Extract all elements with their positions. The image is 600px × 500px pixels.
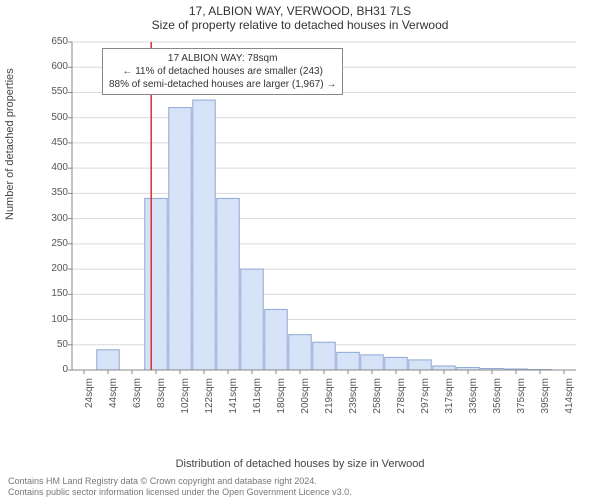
x-tick-label: 122sqm [204,378,215,418]
y-tick-label: 100 [44,314,68,325]
y-tick-label: 350 [44,187,68,198]
x-tick-label: 44sqm [108,378,119,418]
x-tick-label: 336sqm [468,378,479,418]
x-tick-label: 219sqm [324,378,335,418]
y-tick-label: 600 [44,61,68,72]
x-tick-label: 24sqm [84,378,95,418]
x-tick-label: 258sqm [372,378,383,418]
x-tick-label: 141sqm [228,378,239,418]
y-axis-label: Number of detached properties [4,68,16,220]
y-tick-label: 400 [44,162,68,173]
y-tick-label: 300 [44,213,68,224]
y-tick-label: 500 [44,112,68,123]
x-tick-label: 278sqm [396,378,407,418]
y-tick-label: 0 [44,364,68,375]
y-tick-label: 200 [44,263,68,274]
x-tick-label: 297sqm [420,378,431,418]
info-box-line3: 88% of semi-detached houses are larger (… [109,78,336,91]
info-box-line2: ← 11% of detached houses are smaller (24… [109,65,336,78]
page-title-line1: 17, ALBION WAY, VERWOOD, BH31 7LS [0,0,600,18]
x-tick-label: 317sqm [444,378,455,418]
x-tick-label: 161sqm [252,378,263,418]
y-tick-label: 150 [44,288,68,299]
x-tick-label: 200sqm [300,378,311,418]
page-title-line2: Size of property relative to detached ho… [0,18,600,34]
y-tick-label: 50 [44,339,68,350]
x-tick-label: 375sqm [516,378,527,418]
info-box: 17 ALBION WAY: 78sqm ← 11% of detached h… [102,48,343,95]
x-axis-label: Distribution of detached houses by size … [0,458,600,470]
footer-attribution: Contains HM Land Registry data © Crown c… [8,476,352,498]
x-tick-label: 102sqm [180,378,191,418]
chart-area: 050100150200250300350400450500550600650 … [44,38,588,410]
x-tick-label: 414sqm [564,378,575,418]
y-tick-label: 650 [44,36,68,47]
x-tick-label: 63sqm [132,378,143,418]
y-tick-label: 550 [44,86,68,97]
x-tick-label: 395sqm [540,378,551,418]
x-tick-label: 83sqm [156,378,167,418]
footer-line1: Contains HM Land Registry data © Crown c… [8,476,352,487]
footer-line2: Contains public sector information licen… [8,487,352,498]
x-tick-label: 239sqm [348,378,359,418]
x-tick-label: 180sqm [276,378,287,418]
x-tick-label: 356sqm [492,378,503,418]
y-tick-label: 450 [44,137,68,148]
info-box-line1: 17 ALBION WAY: 78sqm [109,52,336,65]
y-tick-label: 250 [44,238,68,249]
